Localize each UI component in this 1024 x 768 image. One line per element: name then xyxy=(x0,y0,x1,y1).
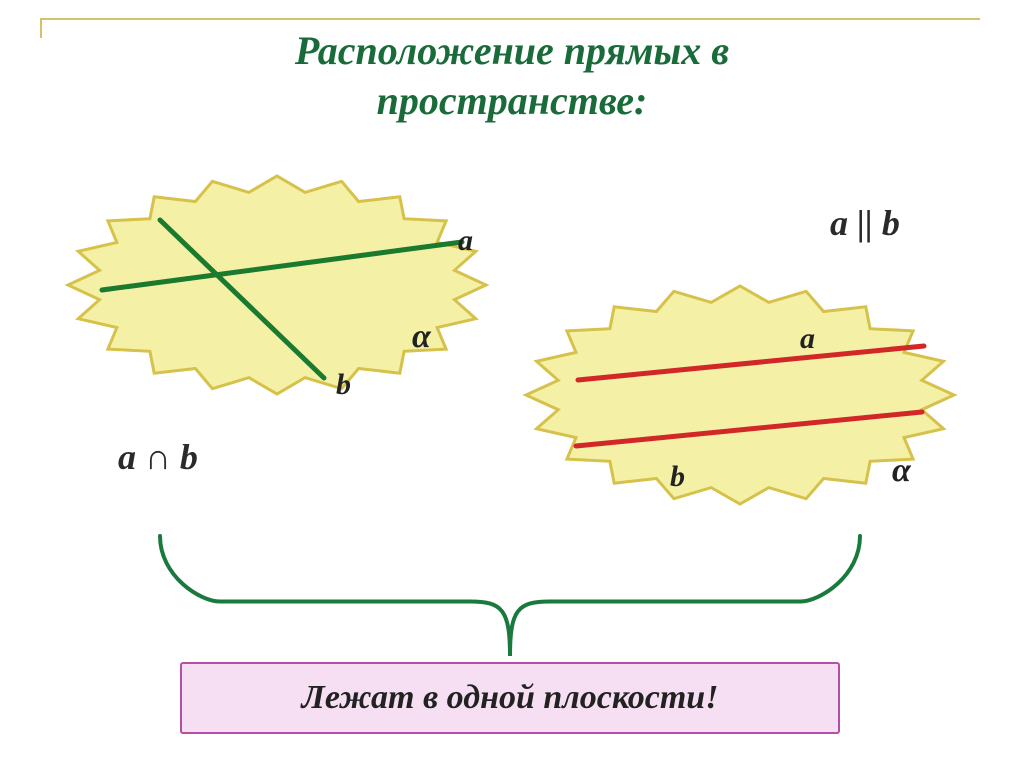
right-label-2: α xyxy=(892,452,911,490)
notation-parallel: a || b xyxy=(830,202,900,244)
bracket-path xyxy=(160,536,860,656)
left-label-0: a xyxy=(458,224,473,258)
right-label-1: b xyxy=(670,460,685,494)
title-line2: пространстве: xyxy=(377,78,648,123)
curly-bracket xyxy=(150,530,870,660)
diagram-intersecting xyxy=(62,170,492,400)
conclusion-text: Лежат в одной плоскости! xyxy=(302,679,719,717)
left-label-1: b xyxy=(336,368,351,402)
page-title: Расположение прямых в пространстве: xyxy=(0,26,1024,126)
blob-shape-right xyxy=(526,286,954,504)
title-line1: Расположение прямых в xyxy=(295,28,729,73)
right-label-0: a xyxy=(800,322,815,356)
conclusion-box: Лежат в одной плоскости! xyxy=(180,662,840,734)
notation-intersect: a ∩ b xyxy=(118,436,198,478)
left-label-2: α xyxy=(412,318,431,356)
